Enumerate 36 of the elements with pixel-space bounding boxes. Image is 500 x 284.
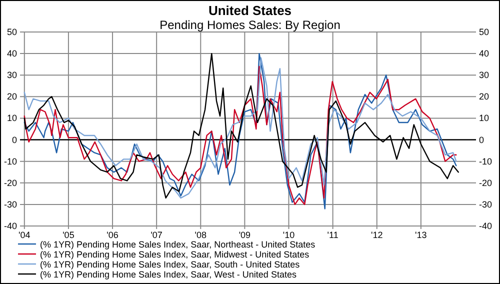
- y2-tick-label: -30: [479, 199, 492, 210]
- y-tick-label: -10: [4, 156, 17, 166]
- y2-tick-label: 40: [479, 48, 490, 59]
- x-tick-label: '04: [18, 230, 30, 240]
- y-tick-label: 50: [6, 27, 17, 37]
- y-tick-label: 40: [6, 48, 17, 59]
- legend-label: (% 1YR) Pending Home Sales Index, Saar, South - United States: [40, 260, 300, 270]
- x-tick-label: '11: [327, 230, 338, 240]
- y2-tick-label: -20: [479, 178, 492, 188]
- y2-tick-label: -10: [479, 156, 492, 166]
- x-tick-label: '07: [150, 230, 162, 240]
- y2-tick-label: 20: [479, 92, 490, 102]
- x-tick-label: '10: [282, 230, 295, 240]
- chart-title: United States: [208, 3, 292, 18]
- y-tick-label: 10: [6, 113, 17, 124]
- y2-tick-label: 50: [479, 27, 490, 37]
- y-tick-label: -20: [4, 178, 17, 188]
- y2-tick-label: 10: [479, 113, 490, 124]
- y-tick-label: -30: [4, 199, 17, 210]
- legend-label: (% 1YR) Pending Home Sales Index, Saar, Northeast - United States: [40, 240, 316, 250]
- y-tick-label: 0: [12, 134, 17, 145]
- y-tick-label: 30: [6, 70, 17, 80]
- x-tick-label: '08: [194, 230, 207, 240]
- legend-label: (% 1YR) Pending Home Sales Index, Saar, West - United States: [40, 270, 297, 280]
- x-tick-label: '13: [415, 230, 427, 240]
- y2-tick-label: -40: [479, 221, 492, 231]
- legend-label: (% 1YR) Pending Home Sales Index, Saar, Midwest - United States: [40, 250, 310, 260]
- x-tick-label: '09: [238, 230, 251, 240]
- x-tick-label: '05: [62, 230, 74, 240]
- y-tick-label: -40: [4, 221, 17, 231]
- chart-subtitle: Pending Homes Sales: By Region: [160, 18, 340, 32]
- y2-tick-label: 0: [479, 134, 484, 145]
- x-tick-label: '12: [371, 230, 383, 240]
- y2-tick-label: 30: [479, 70, 490, 80]
- y-tick-label: 20: [6, 92, 17, 102]
- x-tick-label: '06: [106, 230, 118, 240]
